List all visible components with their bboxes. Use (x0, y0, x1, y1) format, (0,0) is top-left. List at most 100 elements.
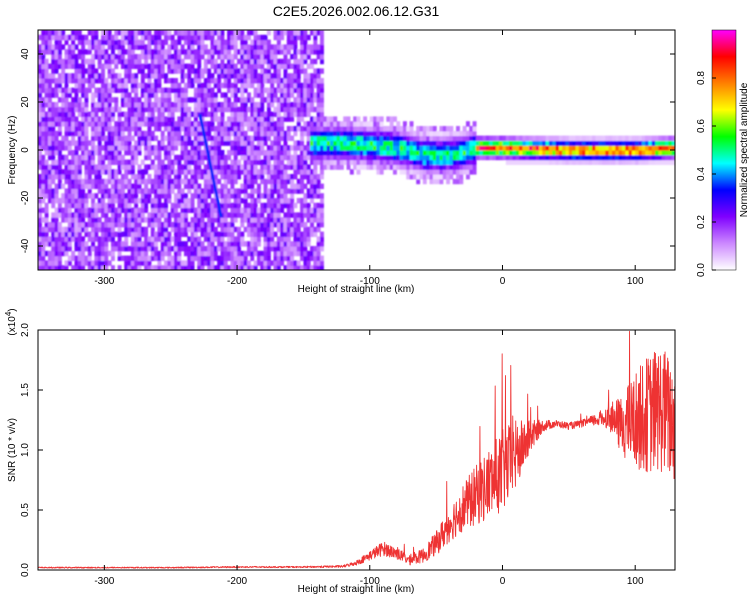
heatmap-cell (170, 39, 175, 45)
heatmap-cell (61, 212, 66, 218)
heatmap-cell (87, 212, 92, 218)
heatmap-cell (276, 178, 281, 185)
heatmap-cell (217, 49, 222, 55)
heatmap-cell (57, 159, 62, 165)
heatmap-cell (648, 140, 653, 146)
heatmap-cell (104, 106, 109, 113)
heatmap-cell (187, 202, 192, 209)
heatmap-cell (310, 92, 314, 98)
heatmap-cell (157, 255, 162, 261)
heatmap-cell (57, 255, 62, 261)
heatmap-cell (306, 49, 311, 55)
heatmap-cell (160, 255, 165, 261)
heatmap-cell (187, 164, 192, 170)
heatmap-cell (150, 49, 155, 55)
heatmap-cell (276, 44, 281, 50)
heatmap-cell (127, 202, 132, 209)
heatmap-cell (127, 150, 132, 156)
heatmap-cell (140, 73, 145, 79)
heatmap-cell (74, 102, 79, 108)
heatmap-cell (140, 78, 145, 84)
heatmap-cell (61, 68, 66, 74)
heatmap-cell (140, 231, 145, 237)
heatmap-cell (134, 92, 139, 98)
heatmap-cell (266, 193, 271, 199)
heatmap-cell (562, 145, 567, 151)
heatmap-cell (170, 246, 175, 252)
heatmap-cell (167, 145, 172, 151)
heatmap-cell (303, 130, 308, 137)
heatmap-cell (124, 226, 129, 233)
heatmap-cell (293, 202, 298, 209)
heatmap-cell (303, 58, 308, 65)
heatmap-cell (283, 183, 288, 189)
heatmap-cell (233, 260, 238, 266)
heatmap-cell (91, 178, 95, 185)
heatmap-cell (114, 140, 119, 146)
heatmap-cell (110, 116, 115, 122)
heatmap-cell (363, 135, 368, 141)
heatmap-cell (645, 159, 650, 165)
heatmap-cell (283, 198, 288, 204)
heatmap-cell (193, 78, 198, 84)
heatmap-cell (203, 193, 208, 199)
heatmap-cell (316, 241, 321, 247)
heatmap-cell (270, 92, 275, 98)
heatmap-cell (310, 78, 314, 84)
heatmap-cell (104, 183, 109, 189)
heatmap-cell (386, 135, 391, 141)
heatmap-cell (409, 126, 414, 132)
heatmap-cell (462, 169, 467, 175)
heatmap-cell (276, 106, 281, 113)
heatmap-cell (74, 236, 79, 242)
heatmap-cell (230, 73, 235, 79)
heatmap-cell (167, 217, 172, 223)
heatmap-cell (183, 169, 188, 175)
heatmap-cell (217, 82, 222, 89)
heatmap-cell (197, 217, 202, 223)
heatmap-cell (509, 150, 514, 156)
heatmap-cell (183, 246, 188, 252)
heatmap-cell (207, 97, 212, 103)
heatmap-cell (51, 246, 56, 252)
heatmap-cell (54, 164, 59, 170)
heatmap-cell (439, 159, 444, 165)
heatmap-cell (77, 135, 82, 141)
heatmap-cell (366, 154, 371, 161)
heatmap-cell (41, 255, 46, 261)
heatmap-cell (253, 73, 258, 79)
heatmap-cell (110, 82, 115, 89)
heatmap-cell (343, 126, 348, 132)
heatmap-cell (323, 145, 328, 151)
heatmap-cell (356, 145, 361, 151)
heatmap-cell (247, 159, 251, 165)
heatmap-cell (286, 97, 291, 103)
heatmap-cell (270, 174, 275, 180)
heatmap-cell (227, 212, 232, 218)
heatmap-cell (160, 111, 165, 117)
heatmap-cell (177, 188, 182, 194)
heatmap-cell (286, 260, 291, 266)
heatmap-cell (154, 231, 159, 237)
heatmap-cell (160, 49, 165, 55)
heatmap-cell (94, 265, 99, 270)
heatmap-cell (456, 140, 460, 146)
heatmap-cell (147, 145, 152, 151)
heatmap-cell (306, 102, 311, 108)
heatmap-cell (592, 145, 596, 151)
heatmap-cell (339, 159, 344, 165)
heatmap-cell (379, 154, 384, 161)
heatmap-cell (485, 145, 490, 151)
heatmap-cell (286, 126, 291, 132)
heatmap-cell (110, 135, 115, 141)
heatmap-cell (266, 145, 271, 151)
heatmap-cell (313, 183, 318, 189)
heatmap-cell (87, 193, 92, 199)
heatmap-cell (316, 236, 321, 242)
heatmap-cell (446, 135, 450, 141)
heatmap-cell (237, 202, 241, 209)
heatmap-cell (276, 193, 281, 199)
heatmap-cell (310, 97, 314, 103)
heatmap-cell (114, 246, 119, 252)
heatmap-cell (164, 106, 168, 113)
